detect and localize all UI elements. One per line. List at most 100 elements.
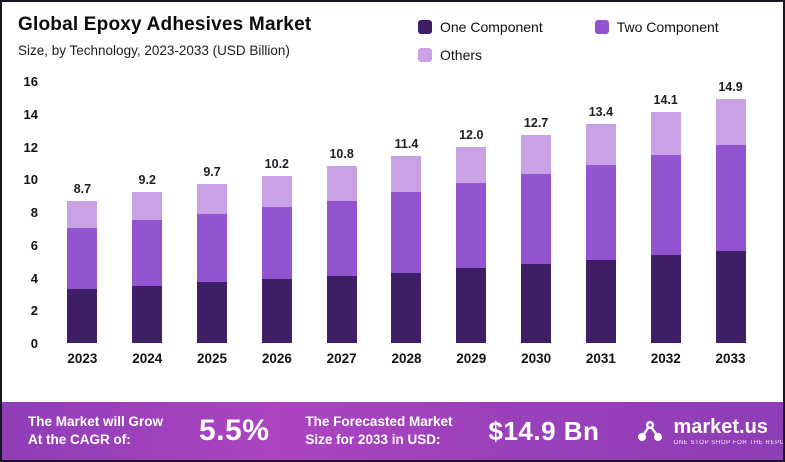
bar-column-2025: 9.7 (180, 81, 245, 343)
bar-segment-one-component (132, 285, 163, 343)
bar-column-2024: 9.2 (115, 81, 180, 343)
bar-segment-others (391, 156, 422, 193)
x-axis-label: 2032 (650, 350, 681, 366)
bar-column-2033: 14.9 (698, 80, 763, 343)
bar-column-2027: 10.8 (309, 81, 374, 343)
bar-segment-one-component (67, 288, 98, 343)
legend-label-two-component: Two Component (616, 19, 719, 35)
bar-segment-others (132, 192, 163, 221)
y-axis-tick: 6 (30, 237, 38, 253)
cagr-label: The Market will Grow At the CAGR of: (28, 413, 163, 448)
bar-segment-two-component (197, 213, 228, 283)
y-axis: 0 2 4 6 8 10 12 14 16 (12, 74, 50, 351)
y-axis-tick: 4 (30, 270, 38, 286)
bar-segment-one-component (715, 251, 746, 343)
bar-segment-two-component (650, 154, 681, 255)
bar-column-2029: 12.0 (439, 81, 504, 343)
x-axis-label: 2024 (132, 350, 163, 366)
bar-segment-one-component (650, 254, 681, 343)
title-block: Global Epoxy Adhesives Market Size, by T… (18, 14, 418, 63)
y-axis-tick: 8 (30, 205, 38, 220)
legend-swatch-one-component (418, 20, 432, 34)
bar-column-2032: 14.1 (633, 81, 698, 343)
legend-label-others: Others (440, 47, 483, 63)
bar-segment-others (67, 200, 98, 229)
forecast-label-line2: Size for 2033 in USD: (305, 432, 441, 447)
bar-total-label: 13.4 (588, 104, 614, 119)
x-axis-label: 2033 (715, 350, 746, 366)
x-axis-label: 2028 (391, 350, 422, 366)
legend-label-one-component: One Component (440, 19, 543, 35)
bar-segment-two-component (585, 164, 616, 260)
x-axis-label: 2031 (585, 350, 616, 366)
bar-segment-two-component (132, 220, 163, 286)
bar-total-label: 11.4 (394, 137, 419, 152)
x-axis-label: 2025 (197, 350, 228, 366)
bar-segment-one-component (585, 259, 616, 343)
x-axis-label: 2023 (67, 350, 98, 366)
bar-segment-one-component (391, 272, 422, 343)
cagr-label-line2: At the CAGR of: (28, 432, 131, 447)
legend-swatch-two-component (594, 20, 609, 34)
bar-segment-two-component (391, 192, 422, 273)
brand-name: market.us (673, 415, 768, 438)
bar-column-2026: 10.2 (244, 81, 309, 343)
bar-total-label: 12.0 (459, 127, 484, 142)
bar-total-label: 14.1 (653, 93, 678, 108)
bar-total-label: 9.2 (138, 173, 156, 188)
plot-area: 8.7 9.2 9.7 10.2 10.8 11.4 12.0 12.7 13.4 14.1 14.… (50, 80, 763, 371)
bar-column-2028: 11.4 (374, 81, 439, 343)
bar-total-label: 8.7 (73, 181, 92, 196)
bar-column-2023: 8.7 (50, 81, 115, 343)
bar-segment-others (585, 123, 616, 165)
bar-segment-one-component (456, 267, 487, 343)
bar-segment-one-component (326, 275, 357, 343)
bar-segment-others (456, 146, 487, 183)
footer-banner: The Market will Grow At the CAGR of: 5.5… (2, 402, 783, 460)
bar-total-label: 14.9 (718, 80, 743, 95)
chart-title: Global Epoxy Adhesives Market (18, 14, 312, 35)
x-axis-label: 2029 (456, 350, 487, 366)
stacked-bar-chart: 0 2 4 6 8 10 12 14 16 8.7 9.2 9.7 10.2 10.8 11.4 12.0 1… (12, 74, 763, 371)
market-us-logo-icon (638, 421, 663, 441)
bar-segment-others (715, 99, 746, 145)
brand-tagline: ONE STOP SHOP FOR THE REPORTS (673, 439, 785, 446)
x-axis: 2023 2024 2025 2026 2027 2028 2029 2030 2031 2032… (50, 345, 763, 371)
bar-total-label: 10.8 (329, 147, 354, 162)
legend-item-one-component: One Component (418, 19, 543, 35)
bar-segment-two-component (521, 174, 552, 265)
bar-segment-one-component (197, 282, 228, 343)
forecast-label-line1: The Forecasted Market (305, 414, 453, 430)
bar-segment-two-component (715, 144, 746, 252)
legend-swatch-others (418, 48, 432, 62)
bar-segment-two-component (326, 200, 357, 276)
legend-item-two-component: Two Component (594, 19, 719, 35)
bars: 8.7 9.2 9.7 10.2 10.8 11.4 12.0 12.7 13.4 14.1 14.… (50, 80, 763, 343)
bar-segment-others (326, 166, 357, 201)
y-axis-tick: 12 (23, 139, 38, 155)
header: Global Epoxy Adhesives Market Size, by T… (2, 2, 783, 63)
cagr-value: 5.5% (199, 414, 270, 447)
bar-segment-others (521, 135, 552, 175)
forecast-value: $14.9 Bn (488, 415, 600, 446)
legend-item-others: Others (418, 47, 482, 63)
y-axis-tick: 10 (23, 172, 38, 188)
y-axis-tick: 0 (30, 336, 38, 351)
brand-logo: market.us ONE STOP SHOP FOR THE REPORTS (635, 415, 785, 446)
bar-segment-others (261, 175, 292, 208)
x-axis-label: 2027 (326, 350, 357, 366)
bar-segment-one-component (521, 264, 552, 343)
legend: One Component Two Component Others (418, 14, 769, 63)
y-axis-tick: 14 (23, 106, 38, 122)
bar-segment-others (650, 112, 681, 155)
bar-column-2030: 12.7 (504, 81, 569, 343)
bar-segment-one-component (261, 279, 292, 343)
x-axis-label: 2030 (521, 350, 552, 366)
y-axis-tick: 16 (23, 74, 38, 89)
bar-segment-others (197, 184, 228, 214)
bar-total-label: 9.7 (203, 165, 221, 180)
bar-total-label: 12.7 (523, 116, 549, 131)
bar-segment-two-component (456, 182, 487, 268)
bar-column-2031: 13.4 (569, 81, 634, 343)
